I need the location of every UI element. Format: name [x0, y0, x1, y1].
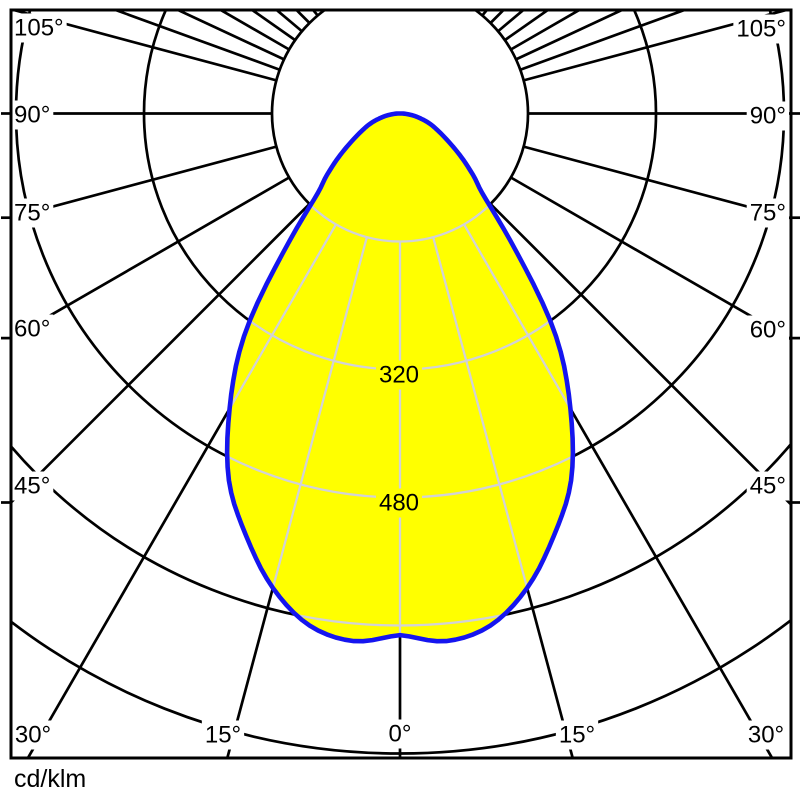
angle-label: 105° [736, 16, 786, 43]
label-halo [11, 198, 54, 228]
label-halo [11, 720, 55, 750]
radial-value-label: 320 [379, 362, 419, 389]
angle-grid-spoke [11, 145, 277, 220]
angle-label: 30° [15, 722, 51, 749]
angle-grid-minor-spoke [481, 10, 489, 17]
label-halo [11, 314, 54, 344]
angle-grid-spoke [227, 223, 337, 642]
angle-grid-minor-spoke [311, 10, 319, 17]
angle-label: 15° [205, 722, 241, 749]
label-halo [201, 720, 245, 750]
plot-border [9, 8, 793, 760]
angle-label: 105° [14, 15, 64, 42]
angle-grid-minor-spoke [473, 0, 800, 9]
label-halo [746, 315, 789, 345]
angle-grid-spoke [523, 10, 791, 82]
angle-grid-spoke [510, 176, 791, 341]
label-halo [733, 14, 789, 44]
angle-grid-spoke [489, 203, 791, 507]
label-halo [11, 13, 67, 43]
angle-label: 90° [750, 103, 786, 130]
intensity-curve-outline [224, 111, 576, 644]
label-halo [746, 101, 789, 131]
border-ticks [1, 112, 800, 504]
angle-grid-spoke [11, 176, 290, 340]
angle-label: 75° [750, 200, 786, 227]
angle-label: 45° [750, 473, 786, 500]
angle-label: 60° [14, 316, 50, 343]
angle-grid-spoke [464, 0, 800, 3]
label-halo [11, 471, 54, 501]
label-halo [746, 198, 789, 228]
label-halo [11, 100, 54, 130]
angle-label: 90° [14, 102, 50, 129]
angle-grid-spoke [463, 223, 573, 642]
angle-grid-minor-spoke [519, 10, 689, 71]
angle-grid-minor-spoke [111, 10, 281, 71]
angle-label: 75° [14, 200, 50, 227]
angle-grid-minor-spoke [0, 0, 327, 9]
angle-grid-spoke [227, 236, 368, 642]
label-halo [555, 720, 599, 750]
angle-label: 60° [750, 317, 786, 344]
angle-grid-spoke [464, 0, 800, 3]
angle-grid-spoke [432, 236, 573, 642]
axis-labels: 105° 90° 75° 60° 45° 105° 90° 75° 60° 45° 30° 15° 0°… [11, 13, 789, 750]
angle-grid-spoke [11, 10, 277, 82]
label-halo [385, 719, 415, 749]
unit-label: cd/klm [14, 765, 86, 793]
label-halo [375, 360, 423, 390]
angle-label: 30° [748, 722, 784, 749]
label-halo [744, 720, 788, 750]
angle-grid-spoke [0, 0, 336, 3]
angle-grid-spoke [0, 0, 336, 3]
angle-label: 15° [559, 722, 595, 749]
label-halo [746, 471, 789, 501]
angle-grid-spoke [523, 145, 791, 220]
label-halo [375, 488, 423, 518]
radial-value-label: 480 [379, 490, 419, 517]
angle-grid-spoke [11, 203, 311, 505]
angle-label: 45° [14, 473, 50, 500]
angle-label: 0° [389, 721, 412, 748]
